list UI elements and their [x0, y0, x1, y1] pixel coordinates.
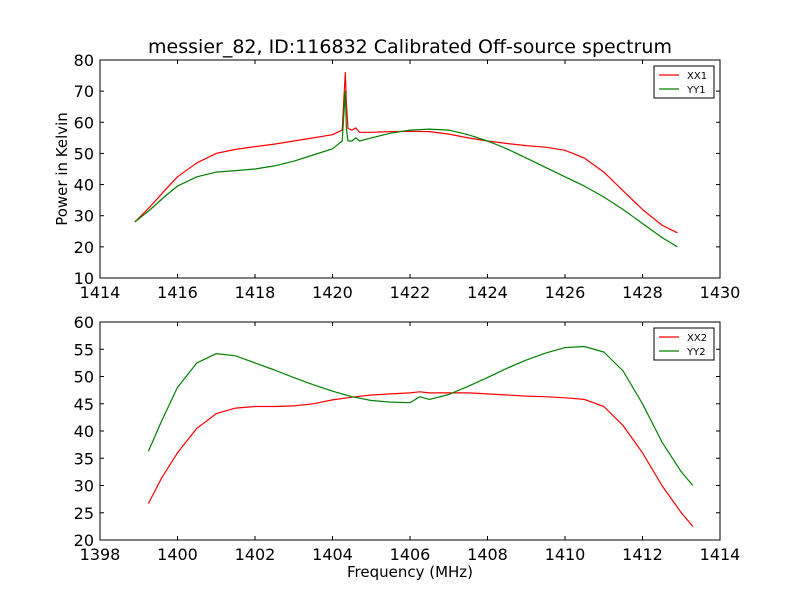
chart-title: messier_82, ID:116832 Calibrated Off-sou… [148, 36, 672, 58]
legend-label: YY2 [686, 347, 706, 358]
x-tick-label: 1398 [80, 545, 121, 564]
y-tick-label: 50 [74, 368, 94, 387]
y-tick-label: 30 [74, 207, 94, 226]
y-tick-label: 35 [74, 449, 94, 468]
bottom-subplot: 1398 1400 1402 1404 1406 1408 1410 1412 1414 20 25… [74, 313, 741, 564]
series-group [147, 345, 694, 527]
y-tick-label: 40 [74, 422, 94, 441]
x-tick-label: 1406 [390, 545, 431, 564]
legend-label: XX1 [687, 71, 707, 82]
series-line-xx1 [134, 71, 678, 234]
x-tick-label: 1426 [545, 283, 586, 302]
series-group [134, 71, 678, 248]
x-tick-label: 1400 [157, 545, 198, 564]
x-tick-label: 1422 [390, 283, 431, 302]
y-tick-label: 45 [74, 395, 94, 414]
legend-label: XX2 [687, 333, 707, 344]
y-tick-label: 60 [74, 313, 94, 332]
x-tick-label: 1424 [467, 283, 508, 302]
series-line-xx2 [147, 391, 694, 527]
x-tick-label: 1412 [622, 545, 663, 564]
x-tick-label: 1408 [467, 545, 508, 564]
y-tick-label: 25 [74, 504, 94, 523]
y-tick-label: 55 [74, 340, 94, 359]
y-tick-label: 30 [74, 477, 94, 496]
y-axis-label: Power in Kelvin [53, 112, 71, 226]
x-tick-label: 1410 [545, 545, 586, 564]
y-tick-label: 20 [74, 531, 94, 550]
y-tick-label: 70 [74, 82, 94, 101]
x-tick-label: 1404 [312, 545, 353, 564]
x-tick-label: 1418 [235, 283, 276, 302]
y-tick-label: 40 [74, 176, 94, 195]
y-tick-label: 60 [74, 113, 94, 132]
y-tick-label: 10 [74, 269, 94, 288]
x-tick-label: 1428 [622, 283, 663, 302]
x-tick-label: 1414 [700, 545, 741, 564]
series-line-yy2 [147, 345, 694, 486]
x-tick-label: 1414 [80, 283, 121, 302]
series-line-yy1 [134, 90, 678, 248]
y-tick-label: 50 [74, 144, 94, 163]
x-tick-label: 1402 [235, 545, 276, 564]
legend-box [653, 65, 715, 99]
x-tick-label: 1430 [700, 283, 741, 302]
top-subplot: 1414 1416 1418 1420 1422 1424 1426 1428 1430 10 20… [74, 51, 741, 302]
legend-label: YY1 [686, 85, 706, 96]
x-axis-label: Frequency (MHz) [347, 563, 473, 581]
y-tick-label: 80 [74, 51, 94, 70]
legend-box [653, 327, 715, 361]
y-tick-label: 20 [74, 238, 94, 257]
x-tick-label: 1416 [157, 283, 198, 302]
x-tick-label: 1420 [312, 283, 353, 302]
